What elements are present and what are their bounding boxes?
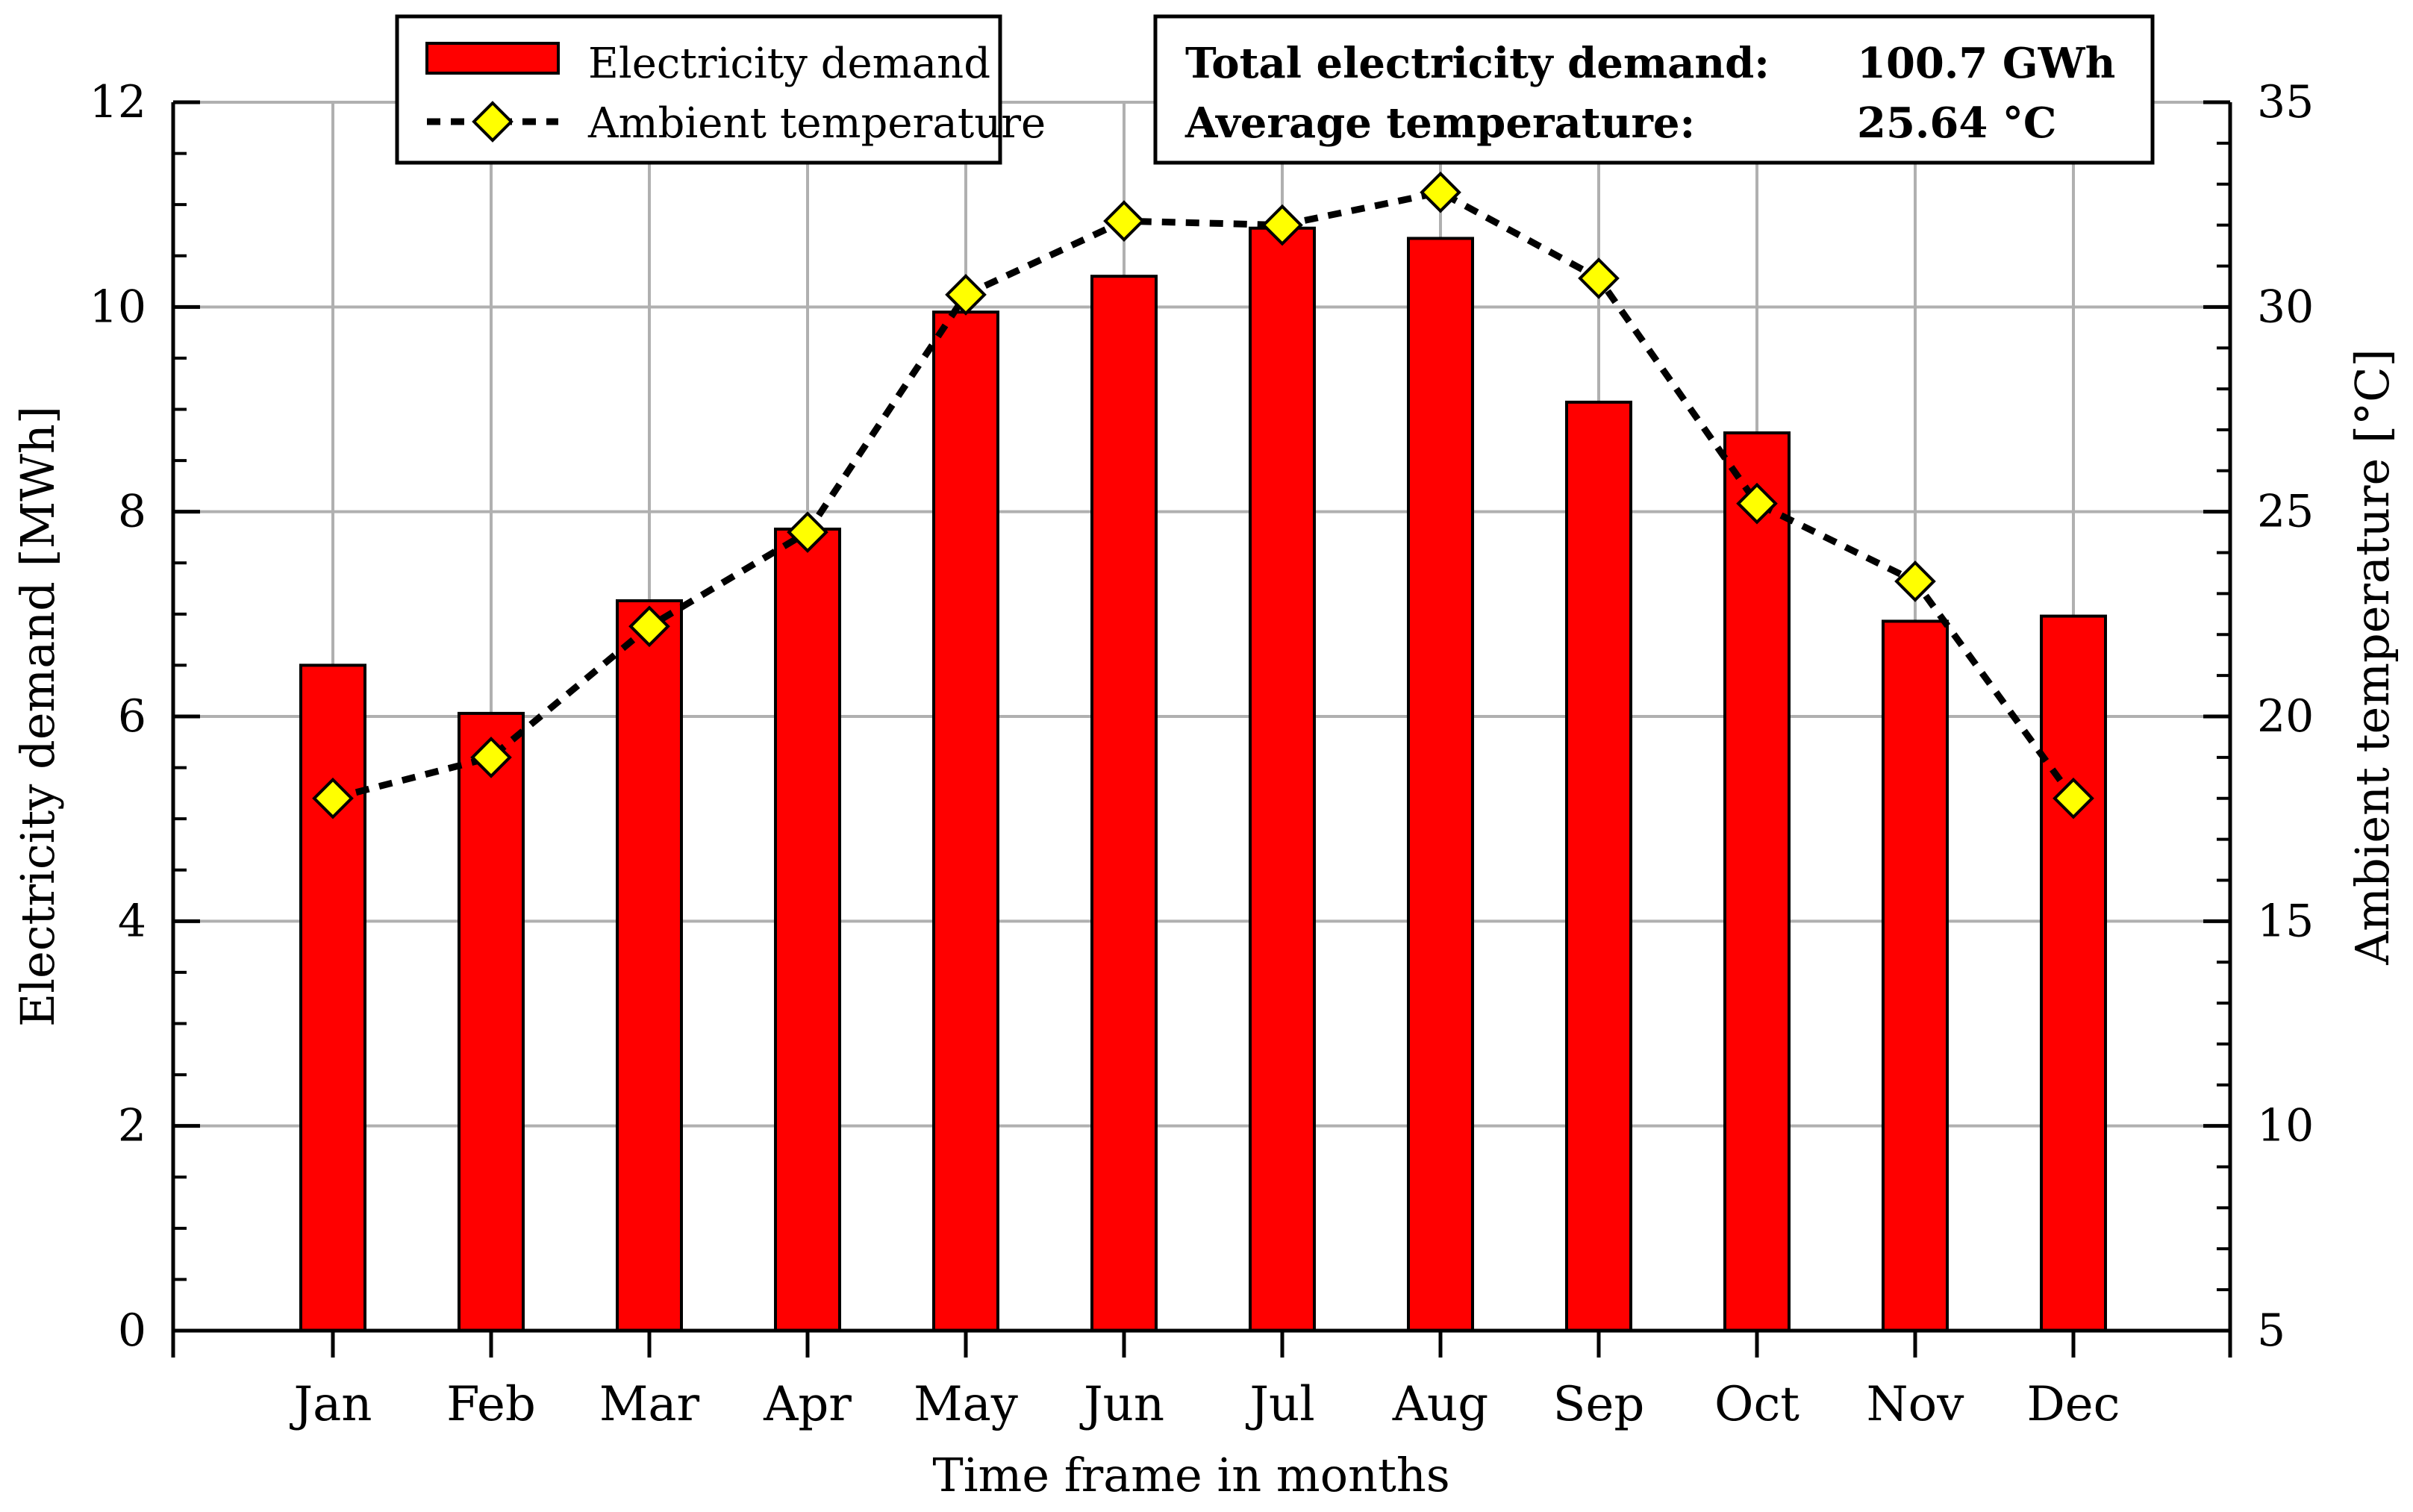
- summary-label-total: Total electricity demand:: [1185, 39, 1770, 88]
- temperature-marker-apr: [787, 511, 828, 553]
- temperature-series-line: [331, 189, 2076, 802]
- summary-frame: [1153, 14, 2155, 165]
- legend-box: [395, 14, 1002, 165]
- bar-jul: [1249, 226, 1316, 1333]
- y-axis-title-left: Electricity demand [MWh]: [10, 406, 65, 1027]
- y-right-tick-label-0: 5: [2257, 1305, 2285, 1357]
- bar-nov: [1882, 619, 1949, 1332]
- bar-feb: [458, 711, 525, 1332]
- x-axis-title: Time frame in months: [932, 1448, 1449, 1502]
- x-tick-label-jan: Jan: [289, 1377, 372, 1432]
- y-axis-title-right: Ambient temperature [°C]: [2345, 349, 2400, 965]
- temperature-marker-jun: [1103, 200, 1145, 242]
- x-tick-label-dec: Dec: [2026, 1377, 2120, 1432]
- bar-dec: [2040, 614, 2107, 1332]
- y-right-tick-label-1: 10: [2257, 1100, 2314, 1152]
- bar-oct: [1723, 431, 1791, 1332]
- legend-marker-swatch: [472, 101, 513, 143]
- legend-bar-swatch: [425, 42, 560, 75]
- legend-label-temperature: Ambient temperature: [587, 99, 1046, 148]
- x-tick-label-sep: Sep: [1553, 1377, 1645, 1432]
- temperature-marker-jan: [312, 777, 354, 819]
- x-tick-label-feb: Feb: [446, 1377, 536, 1432]
- temperature-line: [312, 171, 2094, 819]
- y-left-tick-label-3: 6: [118, 690, 146, 743]
- temperature-marker-feb: [470, 737, 512, 778]
- y-right-tick-label-3: 20: [2257, 690, 2314, 743]
- y-left-tick-label-1: 2: [118, 1100, 146, 1152]
- demand-bars: [299, 226, 2107, 1333]
- x-tick-label-jul: Jul: [1245, 1377, 1314, 1432]
- temperature-marker-jul: [1261, 204, 1303, 246]
- bar-mar: [616, 599, 683, 1332]
- y-left-tick-label-2: 4: [118, 895, 146, 947]
- y-right-tick-label-5: 30: [2257, 281, 2314, 333]
- summary-label-average: Average temperature:: [1184, 99, 1695, 148]
- y-right-tick-label-6: 35: [2257, 76, 2314, 128]
- axes: 0 2 4 6 8 10 12 5 10 15 20 25 30 35 Jan Feb Mar Apr May Jun…: [90, 76, 2314, 1432]
- y-right-tick-label-4: 25: [2257, 486, 2314, 538]
- summary-box: Total electricity demand: 100.7 GWh Aver…: [1153, 14, 2155, 165]
- bar-apr: [774, 527, 841, 1332]
- bar-may: [932, 310, 999, 1333]
- y-left-tick-label-6: 12: [90, 76, 146, 128]
- temperature-marker-mar: [628, 605, 670, 648]
- bar-jan: [299, 663, 366, 1332]
- bar-aug: [1407, 237, 1474, 1333]
- temperature-marker-sep: [1578, 257, 1620, 299]
- y-right-tick-label-2: 15: [2257, 895, 2314, 947]
- bar-jun: [1090, 275, 1158, 1332]
- legend: Electricity demand Ambient temperature: [395, 14, 1046, 165]
- y-left-tick-label-0: 0: [118, 1305, 146, 1357]
- x-tick-label-may: May: [914, 1377, 1018, 1432]
- y-left-tick-label-4: 8: [118, 486, 146, 538]
- legend-label-demand: Electricity demand: [588, 40, 990, 88]
- x-tick-label-nov: Nov: [1867, 1377, 1964, 1432]
- temperature-marker-may: [945, 274, 987, 316]
- summary-value-average: 25.64 °C: [1857, 99, 2056, 148]
- temperature-marker-nov: [1894, 560, 1936, 602]
- x-tick-label-mar: Mar: [599, 1377, 700, 1432]
- x-tick-label-jun: Jun: [1079, 1377, 1164, 1432]
- temperature-marker-oct: [1736, 482, 1778, 525]
- temperature-marker-dec: [2053, 777, 2094, 819]
- y-left-tick-label-5: 10: [90, 281, 146, 333]
- bar-sep: [1565, 400, 1632, 1332]
- x-tick-label-aug: Aug: [1392, 1377, 1488, 1432]
- summary-value-total: 100.7 GWh: [1857, 39, 2115, 88]
- temperature-marker-aug: [1420, 171, 1461, 213]
- x-tick-label-oct: Oct: [1714, 1377, 1799, 1432]
- x-tick-label-apr: Apr: [763, 1377, 852, 1432]
